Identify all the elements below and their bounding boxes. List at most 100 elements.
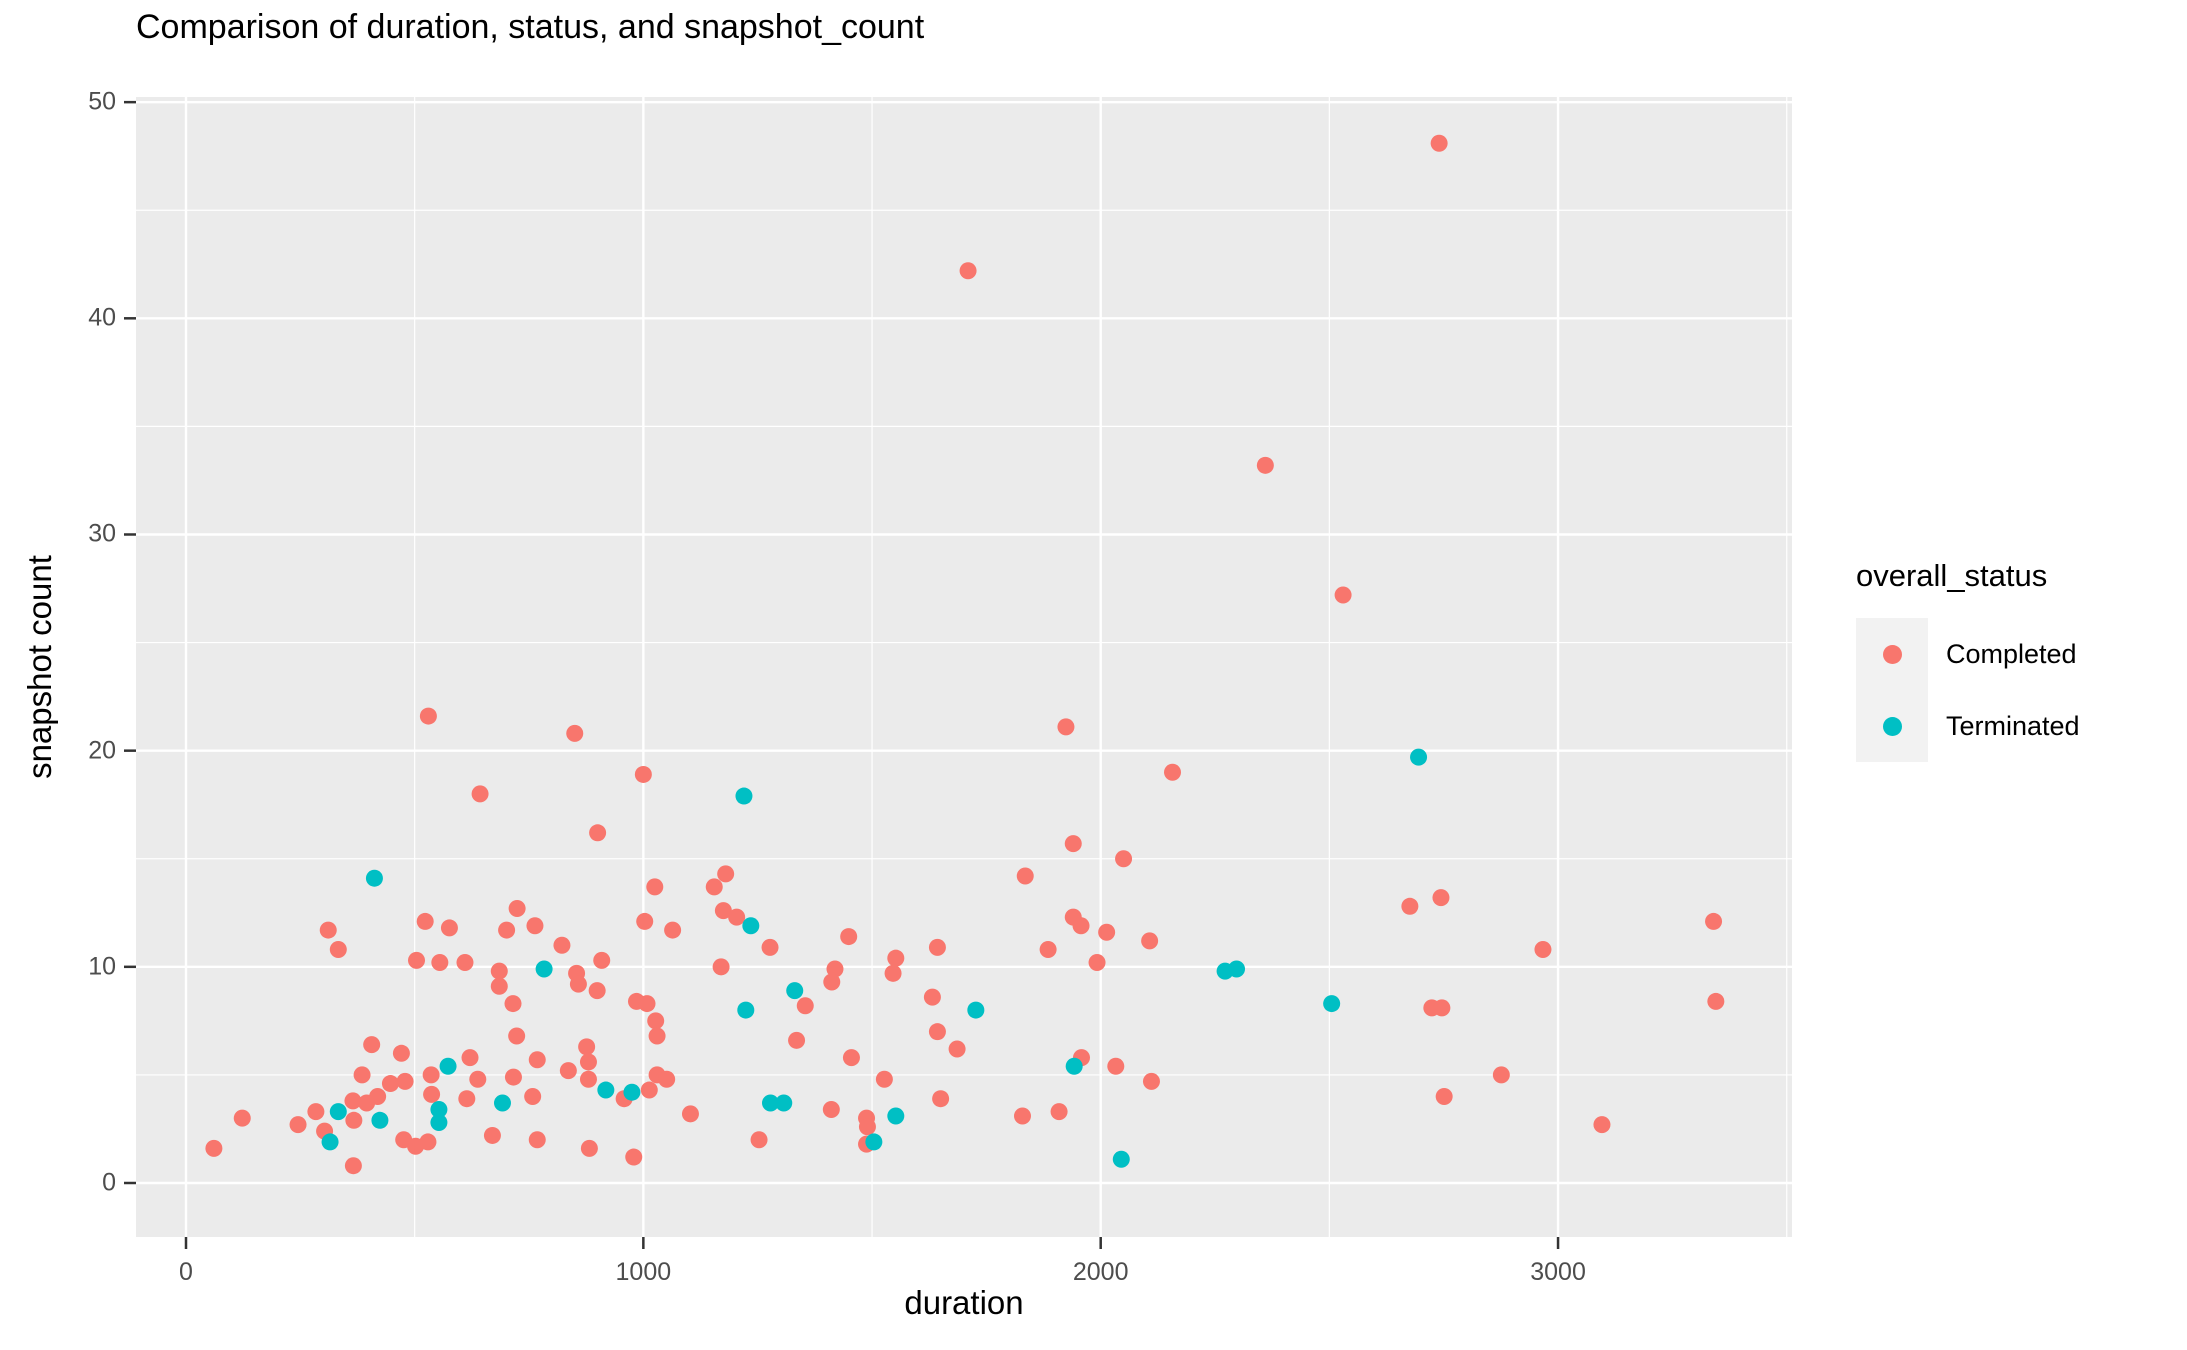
data-point-completed [566, 724, 584, 742]
data-point-completed [1164, 763, 1182, 781]
data-point-completed [1088, 954, 1106, 972]
data-point-terminated [887, 1107, 905, 1125]
x-tick-label: 1000 [615, 1258, 672, 1286]
data-point-completed [458, 1090, 476, 1108]
data-point-completed [648, 1027, 666, 1045]
data-point-completed [714, 902, 732, 920]
data-point-completed [646, 878, 664, 896]
data-point-completed [1432, 889, 1450, 907]
data-point-terminated [775, 1094, 793, 1112]
data-point-completed [788, 1031, 806, 1049]
data-point-completed [1705, 912, 1723, 930]
data-point-terminated [439, 1057, 457, 1075]
data-point-terminated [430, 1113, 448, 1131]
data-point-completed [508, 899, 526, 917]
data-point-completed [884, 964, 902, 982]
data-point-completed [579, 1070, 597, 1088]
data-point-completed [469, 1070, 487, 1088]
y-tick-label: 0 [102, 1168, 116, 1197]
y-tick-label: 30 [88, 519, 116, 548]
data-point-completed [363, 1036, 381, 1054]
data-point-terminated [1065, 1057, 1083, 1075]
data-point-terminated [1410, 748, 1428, 766]
y-tick-label: 10 [88, 952, 116, 981]
legend-item-completed: Completed [1856, 618, 2080, 690]
data-point-completed [524, 1088, 542, 1106]
y-tick-label: 50 [88, 87, 116, 116]
data-point-completed [205, 1139, 223, 1157]
data-point-completed [289, 1116, 307, 1134]
data-point-terminated [742, 917, 760, 935]
data-point-terminated [737, 1001, 755, 1019]
data-point-completed [875, 1070, 893, 1088]
data-point-completed [1593, 1116, 1611, 1134]
data-point-completed [528, 1051, 546, 1069]
data-point-completed [822, 1101, 840, 1119]
data-point-completed [589, 824, 607, 842]
data-point-completed [1050, 1103, 1068, 1121]
data-point-completed [1057, 718, 1075, 736]
data-point-completed [381, 1075, 399, 1093]
data-point-completed [796, 997, 814, 1015]
data-point-completed [344, 1092, 362, 1110]
data-point-completed [358, 1094, 376, 1112]
data-point-completed [490, 962, 508, 980]
data-point-completed [1115, 850, 1133, 868]
data-point-terminated [329, 1103, 347, 1121]
data-point-completed [504, 1068, 522, 1086]
data-point-completed [307, 1103, 325, 1121]
data-point-completed [681, 1105, 699, 1123]
data-point-terminated [430, 1101, 448, 1119]
data-point-completed [1534, 941, 1552, 959]
data-point-completed [353, 1066, 371, 1084]
data-point-completed [580, 1139, 598, 1157]
data-point-completed [712, 958, 730, 976]
data-point-completed [1430, 134, 1448, 152]
data-point-completed [1707, 992, 1725, 1010]
data-point-completed [1256, 456, 1274, 474]
data-point-completed [923, 988, 941, 1006]
data-point-terminated [761, 1094, 779, 1112]
data-point-completed [658, 1070, 676, 1088]
data-point-completed [1016, 867, 1034, 885]
data-point-completed [1072, 917, 1090, 935]
data-point-completed [750, 1131, 768, 1149]
data-point-completed [471, 785, 489, 803]
data-point-completed [329, 941, 347, 959]
data-point-terminated [321, 1133, 339, 1151]
data-point-terminated [371, 1111, 389, 1129]
data-point-completed [823, 973, 841, 991]
data-point-completed [640, 1081, 658, 1099]
data-point-terminated [535, 960, 553, 978]
data-point-completed [345, 1111, 363, 1129]
data-point-completed [407, 1137, 425, 1155]
data-point-terminated [735, 787, 753, 805]
data-point-terminated [1323, 995, 1341, 1013]
data-point-completed [1013, 1107, 1031, 1125]
x-tick-label: 0 [179, 1258, 193, 1286]
data-point-completed [528, 1131, 546, 1149]
legend-key [1856, 690, 1928, 762]
data-point-completed [392, 1044, 410, 1062]
legend-title: overall_status [1856, 558, 2048, 593]
data-point-completed [508, 1027, 526, 1045]
data-point-completed [636, 912, 654, 930]
data-point-completed [553, 936, 571, 954]
data-point-terminated [623, 1083, 641, 1101]
data-point-completed [1098, 923, 1116, 941]
completed-point-icon [1882, 644, 1902, 664]
data-point-terminated [865, 1133, 883, 1151]
data-point-completed [419, 707, 437, 725]
legend-item-label: Terminated [1946, 710, 2080, 741]
data-point-completed [422, 1066, 440, 1084]
data-point-terminated [493, 1094, 511, 1112]
y-tick-label: 20 [88, 736, 116, 765]
data-point-completed [483, 1126, 501, 1144]
data-point-completed [1107, 1057, 1125, 1075]
data-point-completed [461, 1049, 479, 1067]
data-point-terminated [597, 1081, 615, 1099]
legend-key [1856, 618, 1928, 690]
data-point-completed [233, 1109, 251, 1127]
data-point-completed [1039, 941, 1057, 959]
data-point-completed [728, 908, 746, 926]
